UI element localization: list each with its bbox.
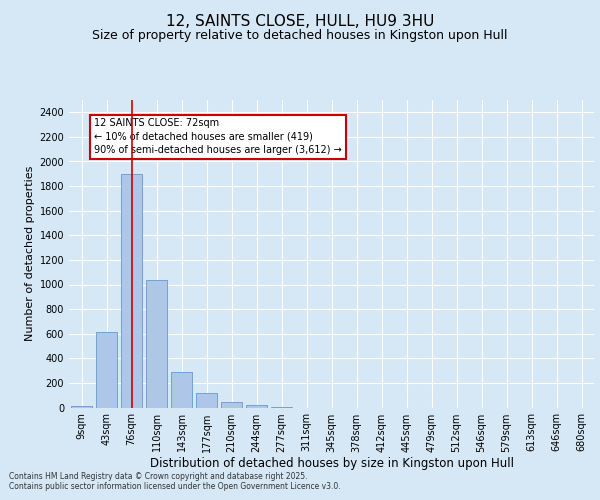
Bar [221,402,242,407]
X-axis label: Distribution of detached houses by size in Kingston upon Hull: Distribution of detached houses by size … [149,458,514,470]
Bar [121,174,142,408]
Bar [71,406,92,407]
Y-axis label: Number of detached properties: Number of detached properties [25,166,35,342]
Text: Contains public sector information licensed under the Open Government Licence v3: Contains public sector information licen… [9,482,341,491]
Bar [246,405,267,407]
Bar [146,280,167,407]
Bar [196,392,217,407]
Text: 12, SAINTS CLOSE, HULL, HU9 3HU: 12, SAINTS CLOSE, HULL, HU9 3HU [166,14,434,29]
Bar [96,332,117,407]
Bar [171,372,192,408]
Bar [271,407,292,408]
Text: 12 SAINTS CLOSE: 72sqm
← 10% of detached houses are smaller (419)
90% of semi-de: 12 SAINTS CLOSE: 72sqm ← 10% of detached… [94,118,342,155]
Text: Contains HM Land Registry data © Crown copyright and database right 2025.: Contains HM Land Registry data © Crown c… [9,472,308,481]
Text: Size of property relative to detached houses in Kingston upon Hull: Size of property relative to detached ho… [92,28,508,42]
